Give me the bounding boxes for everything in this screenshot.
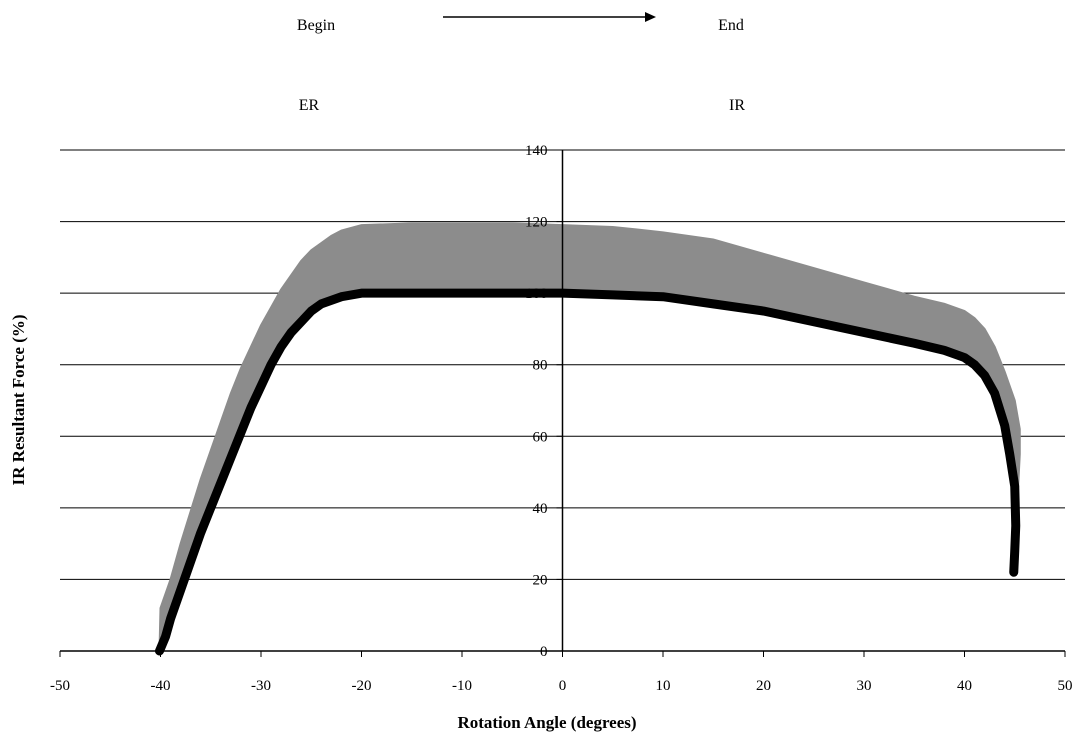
- annotation-ir: IR: [729, 97, 745, 114]
- x-tick-label: 0: [559, 678, 567, 694]
- y-tick-label: 120: [525, 215, 548, 231]
- x-tick-label: 30: [857, 678, 872, 694]
- axes: [59, 149, 1066, 657]
- y-tick-label: 80: [533, 358, 548, 374]
- annotation-begin: Begin: [297, 17, 335, 34]
- x-tick-label: -30: [251, 678, 271, 694]
- x-tick-labels: -50 -40 -30 -20 -10 0 10 20 30 40 50: [50, 678, 1073, 694]
- x-tick-label: -50: [50, 678, 70, 694]
- y-tick-label: 40: [533, 501, 548, 517]
- y-tick-label: 60: [533, 429, 548, 445]
- band-area: [158, 222, 1021, 652]
- x-tick-label: 10: [656, 678, 671, 694]
- y-tick-labels: 0 20 40 60 80 100 120 140: [525, 143, 548, 660]
- x-tick-label: 20: [756, 678, 771, 694]
- y-axis-title: IR Resultant Force (%): [9, 314, 28, 485]
- lower-curve: [154, 288, 1021, 656]
- x-tick-label: 50: [1058, 678, 1073, 694]
- y-tick-label: 20: [533, 572, 548, 588]
- x-tick-label: -20: [352, 678, 372, 694]
- annotation-end: End: [718, 17, 744, 34]
- upper-band: [158, 222, 1021, 652]
- annotation-er: ER: [299, 97, 320, 114]
- direction-arrow-head: [645, 12, 656, 22]
- x-axis-title: Rotation Angle (degrees): [457, 713, 636, 732]
- x-tick-label: -10: [452, 678, 472, 694]
- lower-curve-line: [154, 288, 1021, 656]
- y-tick-label: 140: [525, 143, 548, 159]
- y-tick-label: 100: [525, 286, 548, 302]
- x-tick-label: 40: [957, 678, 972, 694]
- y-tick-label: 0: [540, 644, 548, 660]
- x-tick-label: -40: [151, 678, 171, 694]
